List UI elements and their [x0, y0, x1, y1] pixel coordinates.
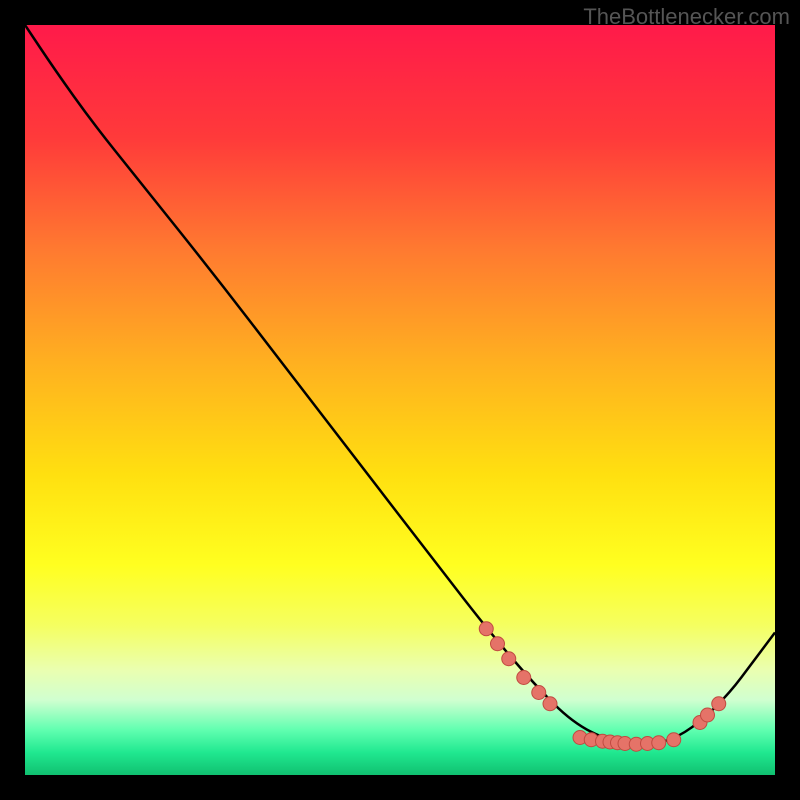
data-marker [652, 736, 666, 750]
data-marker [479, 622, 493, 636]
watermark-text: TheBottlenecker.com [583, 4, 790, 30]
data-marker [502, 652, 516, 666]
data-marker [712, 697, 726, 711]
data-marker [667, 733, 681, 747]
bottleneck-curve [25, 25, 775, 744]
chart-svg [25, 25, 775, 775]
data-marker [701, 708, 715, 722]
data-markers [479, 622, 726, 752]
data-marker [517, 671, 531, 685]
plot-area [25, 25, 775, 775]
data-marker [532, 686, 546, 700]
data-marker [491, 637, 505, 651]
data-marker [543, 697, 557, 711]
